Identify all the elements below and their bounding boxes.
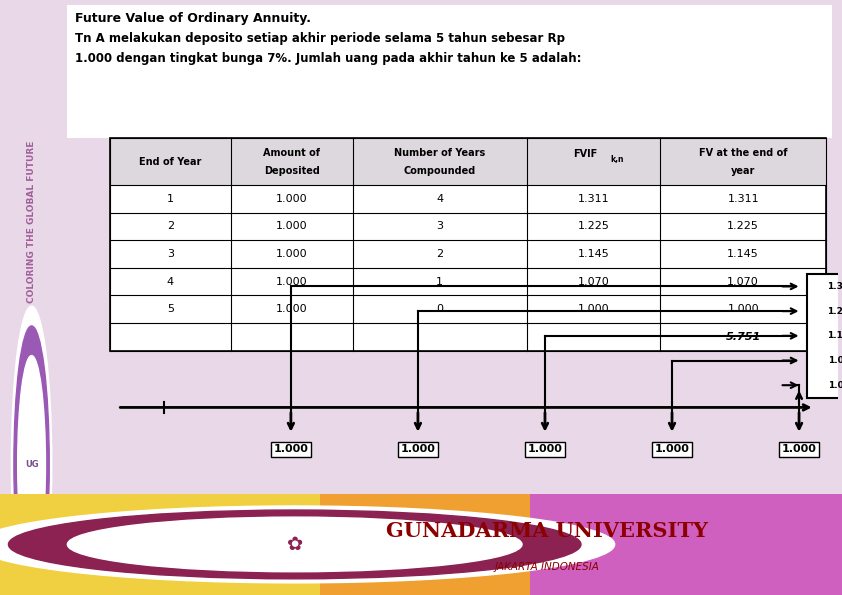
Text: 5.751: 5.751 [726,332,761,342]
Text: 4: 4 [167,277,174,287]
Text: UG: UG [24,460,39,469]
Text: 1.000: 1.000 [274,444,308,455]
FancyBboxPatch shape [67,5,833,138]
Text: 1: 1 [167,194,173,204]
Text: 1.225: 1.225 [578,221,610,231]
Text: End of Year: End of Year [139,156,201,167]
Text: Tn A melakukan deposito setiap akhir periode selama 5 tahun sebesar Rp: Tn A melakukan deposito setiap akhir per… [75,32,565,45]
Circle shape [13,326,50,595]
Bar [320,494,530,595]
Text: 3: 3 [167,249,173,259]
Text: 1.311: 1.311 [727,194,759,204]
Bar [109,138,826,185]
Text: GUNADARMA UNIVERSITY: GUNADARMA UNIVERSITY [386,521,708,541]
Text: Compounded: Compounded [403,165,476,176]
Text: FVIF: FVIF [573,149,598,159]
Text: 1.000: 1.000 [276,221,307,231]
Text: k,n: k,n [610,155,623,164]
Text: 1.070: 1.070 [578,277,610,287]
Text: Future Value of Ordinary Annuity.: Future Value of Ordinary Annuity. [75,12,311,26]
Bar [109,138,826,350]
Text: 1.000: 1.000 [528,444,562,455]
Circle shape [8,510,581,579]
Text: 1.311: 1.311 [578,194,610,204]
Text: 1.000: 1.000 [654,444,690,455]
Text: JAKARTA INDONESIA: JAKARTA INDONESIA [495,562,600,572]
Bar [0,494,320,595]
Text: Number of Years: Number of Years [394,148,485,158]
Text: Deposited: Deposited [264,165,320,176]
Text: 1.000: 1.000 [828,381,842,390]
Text: 1.000: 1.000 [401,444,435,455]
Text: 2: 2 [436,249,443,259]
Text: 3: 3 [436,221,443,231]
Text: 1: 1 [436,277,443,287]
Text: 1.000: 1.000 [276,194,307,204]
Bar [807,274,842,397]
Text: 1.000: 1.000 [727,304,759,314]
Text: 1.000: 1.000 [578,304,610,314]
Text: 0: 0 [436,304,443,314]
Text: 1.070: 1.070 [727,277,759,287]
Text: 1.225: 1.225 [828,306,842,315]
Text: year: year [731,165,755,176]
Text: 1.070: 1.070 [828,356,842,365]
Text: 1.000: 1.000 [276,249,307,259]
Text: FV at the end of: FV at the end of [699,148,787,158]
Text: 1.145: 1.145 [578,249,610,259]
Text: 1.145: 1.145 [727,249,759,259]
Text: 4: 4 [436,194,443,204]
Text: ✿: ✿ [286,535,303,554]
Circle shape [67,517,522,572]
Text: 1.000: 1.000 [276,304,307,314]
Text: Amount of: Amount of [264,148,320,158]
Text: 1.145: 1.145 [828,331,842,340]
Circle shape [18,356,45,573]
Circle shape [0,506,615,583]
Text: 1.225: 1.225 [727,221,759,231]
Text: COLORING THE GLOBAL FUTURE: COLORING THE GLOBAL FUTURE [27,141,36,303]
Text: 1.000: 1.000 [781,444,817,455]
Text: 5: 5 [167,304,173,314]
Circle shape [12,306,52,595]
Text: 2: 2 [167,221,174,231]
Text: 1.000 dengan tingkat bunga 7%. Jumlah uang pada akhir tahun ke 5 adalah:: 1.000 dengan tingkat bunga 7%. Jumlah ua… [75,52,581,65]
Text: 1.311: 1.311 [828,282,842,291]
Bar [530,494,842,595]
Text: 1.000: 1.000 [276,277,307,287]
